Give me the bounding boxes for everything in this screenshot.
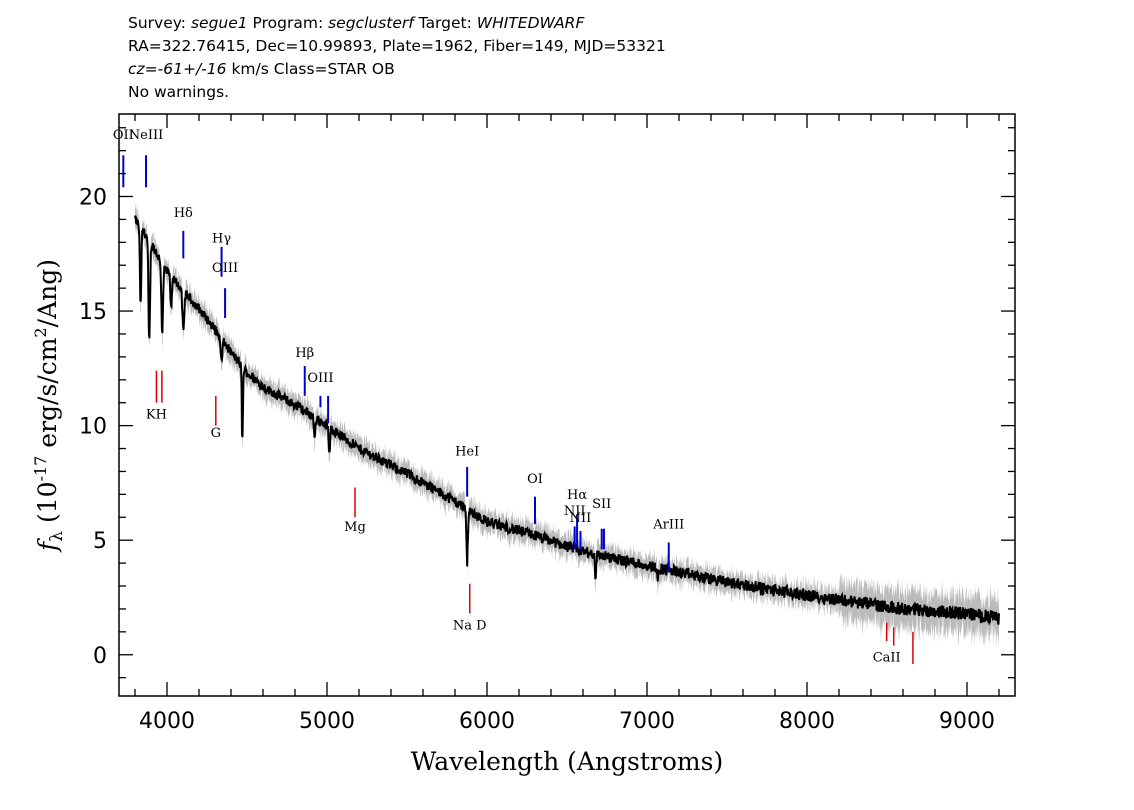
y-label-c: erg/s/cm	[33, 337, 62, 455]
y-label-f: f	[33, 538, 62, 553]
y-tick-label-0: 0	[93, 644, 107, 669]
y-label-e: /Ang)	[33, 259, 62, 327]
header-line-warnings: No warnings.	[128, 83, 230, 101]
cz-label: cz	[128, 60, 145, 78]
x-axis-label: Wavelength (Angstroms)	[411, 747, 723, 776]
noise-band	[135, 203, 999, 648]
emission-label-15: ArIII	[652, 518, 684, 533]
emission-label-12: NII	[570, 511, 592, 526]
emission-label-3: Hγ	[212, 231, 231, 246]
spectrum-header: Survey: segue1 Program: segclusterf Targ…	[128, 12, 666, 104]
flux-line	[134, 214, 1000, 626]
header-line-survey: Survey: segue1 Program: segclusterf Targ…	[128, 12, 666, 35]
target-label: Target:	[413, 14, 477, 32]
axes: 4000 5000 6000 7000 8000 9000 0 5 10 15 20	[79, 114, 1015, 734]
plot-frame	[118, 113, 1016, 697]
y-tick-label-2: 10	[79, 415, 107, 440]
program-label: Program:	[247, 14, 329, 32]
y-label-exp2: 2	[31, 327, 50, 337]
cz-value: =-61+/-16	[144, 60, 227, 78]
class-text: km/s Class=STAR OB	[226, 60, 395, 78]
absorption-label-0: KH	[146, 408, 167, 423]
y-label-a: (10	[33, 481, 62, 531]
y-tick-label-4: 20	[79, 185, 107, 210]
x-tick-label-4: 8000	[779, 709, 835, 734]
absorption-label-4: Na D	[453, 619, 487, 634]
x-tick-label-0: 4000	[139, 709, 195, 734]
emission-label-5: Hβ	[295, 346, 314, 361]
header-line-coords: RA=322.76415, Dec=10.99893, Plate=1962, …	[128, 37, 666, 55]
emission-label-1: NeIII	[129, 128, 163, 143]
flux-series	[134, 214, 1000, 626]
target-value: WHITEDWARF	[476, 14, 585, 32]
emission-label-9: OI	[527, 472, 543, 487]
y-label-exp: -17	[31, 456, 50, 482]
noise-envelope	[135, 203, 999, 648]
survey-value: segue1	[190, 14, 248, 32]
y-axis-label: fλ (10-17 erg/s/cm2/Ang)	[31, 259, 67, 553]
emission-label-0: OII	[113, 128, 134, 143]
line-annotations: OIINeIIIHδHγOIIIHβOIIIHeIOINIIHαNIISIIAr…	[113, 128, 914, 666]
x-tick-label-2: 6000	[459, 709, 515, 734]
emission-label-2: Hδ	[174, 206, 193, 221]
x-tick-label-5: 9000	[939, 709, 995, 734]
absorption-label-5: CaII	[873, 651, 901, 666]
emission-label-6: OIII	[307, 371, 333, 386]
absorption-label-2: G	[211, 426, 221, 441]
header-line-redshift: cz=-61+/-16 km/s Class=STAR OB	[128, 58, 666, 81]
absorption-label-3: Mg	[344, 520, 366, 535]
emission-label-4: OIII	[212, 261, 238, 276]
program-value: segclusterf	[328, 14, 414, 32]
emission-label-8: HeI	[455, 444, 479, 459]
y-tick-label-3: 15	[79, 300, 107, 325]
x-tick-label-3: 7000	[619, 709, 675, 734]
emission-label-10: NII	[564, 504, 586, 519]
emission-label-13: SII	[592, 497, 611, 512]
survey-label: Survey:	[128, 14, 191, 32]
y-label-sub: λ	[47, 531, 67, 542]
emission-label-11: Hα	[567, 488, 587, 503]
y-tick-label-1: 5	[93, 529, 107, 554]
x-tick-label-1: 5000	[299, 709, 355, 734]
